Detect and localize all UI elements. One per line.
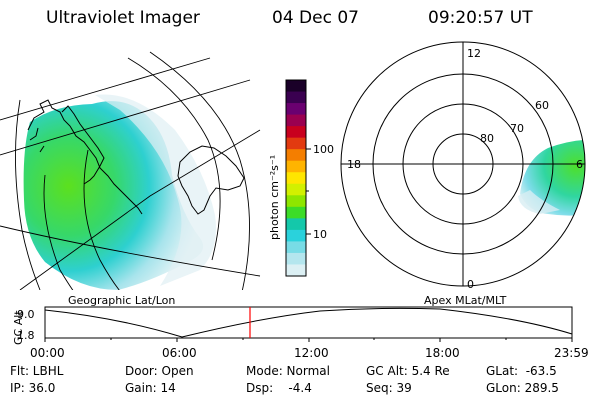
info-flt: Flt: LBHL [10, 364, 64, 378]
instrument-title: Ultraviolet Imager [46, 8, 200, 28]
colorbar-band [286, 137, 306, 150]
coastline-africa [177, 145, 245, 215]
colorbar-band [286, 160, 306, 173]
info-mode: Mode: Normal [246, 364, 330, 378]
colorbar-band [286, 149, 306, 162]
altitude-plot: GC Alt 9.0 1.8 00:00 06:00 12:00 18:00 2… [12, 306, 589, 360]
polar-lat-label-80: 80 [480, 132, 494, 145]
colorbar: 100 10 photon cm⁻²s⁻¹ [268, 79, 334, 277]
colorbar-band [286, 229, 306, 243]
geographic-map [0, 51, 261, 290]
altitude-xtick-4: 23:59 [554, 346, 589, 360]
info-gain: Gain: 14 [125, 381, 176, 395]
colorbar-frame [285, 79, 307, 277]
colorbar-band [286, 195, 306, 208]
altitude-x-ticks [44, 338, 573, 342]
colorbar-label-10: 10 [313, 228, 327, 241]
info-gcalt: GC Alt: 5.4 Re [366, 364, 450, 378]
altitude-xtick-1: 06:00 [162, 346, 197, 360]
altitude-xtick-0: 00:00 [30, 346, 65, 360]
aurora-scatter-left [95, 94, 216, 286]
polar-lat-label-70: 70 [510, 122, 524, 135]
polar-lat-label-60: 60 [535, 99, 549, 112]
date-label: 04 Dec 07 [272, 8, 359, 28]
right-panel-caption: Apex MLat/MLT [424, 294, 507, 307]
coastline-antarctic-peninsula [61, 105, 105, 185]
aurora-scatter-right [518, 190, 560, 214]
info-glon: GLon: 289.5 [486, 381, 559, 395]
colorbar-band [286, 218, 306, 231]
colorbar-band [286, 264, 306, 277]
colorbar-band [286, 206, 306, 219]
graticule [0, 51, 261, 290]
colorbar-band [286, 91, 306, 104]
coastline-south-america [27, 99, 143, 215]
polar-mlt-label-18: 18 [347, 158, 361, 171]
altitude-ytick-high: 9.0 [17, 308, 35, 321]
polar-mlt-label-6: 6 [576, 158, 583, 171]
left-panel-caption: Geographic Lat/Lon [68, 294, 175, 307]
altitude-curve [44, 307, 573, 338]
polar-mlt-label-12: 12 [467, 47, 481, 60]
colorbar-band [286, 126, 306, 139]
time-label: 09:20:57 UT [428, 8, 533, 28]
altitude-xtick-2: 12:00 [294, 346, 329, 360]
polar-mlt-label-0: 0 [467, 278, 474, 291]
info-ip: IP: 36.0 [10, 381, 56, 395]
info-seq: Seq: 39 [366, 381, 412, 395]
aurora-oval-right [520, 139, 585, 216]
colorbar-band [286, 80, 306, 93]
colorbar-gradient [286, 80, 306, 277]
polar-grid [340, 41, 586, 287]
coastline-fragments [29, 127, 45, 153]
colorbar-band [286, 103, 306, 116]
colorbar-band [286, 252, 306, 266]
altitude-xtick-3: 18:00 [425, 346, 460, 360]
colorbar-unit-label: photon cm⁻²s⁻¹ [268, 155, 281, 240]
colorbar-band [286, 172, 306, 185]
altitude-ytick-low: 1.8 [17, 329, 35, 342]
info-glat: GLat: -63.5 [486, 364, 557, 378]
altitude-ylabel: GC Alt [12, 310, 25, 345]
colorbar-band [286, 183, 306, 196]
info-door: Door: Open [125, 364, 194, 378]
colorbar-band [286, 114, 306, 127]
polar-plot: 80 70 60 12 18 6 0 [340, 41, 586, 291]
info-dsp: Dsp: -4.4 [246, 381, 312, 395]
colorbar-label-100: 100 [313, 143, 334, 156]
colorbar-band [286, 241, 306, 254]
